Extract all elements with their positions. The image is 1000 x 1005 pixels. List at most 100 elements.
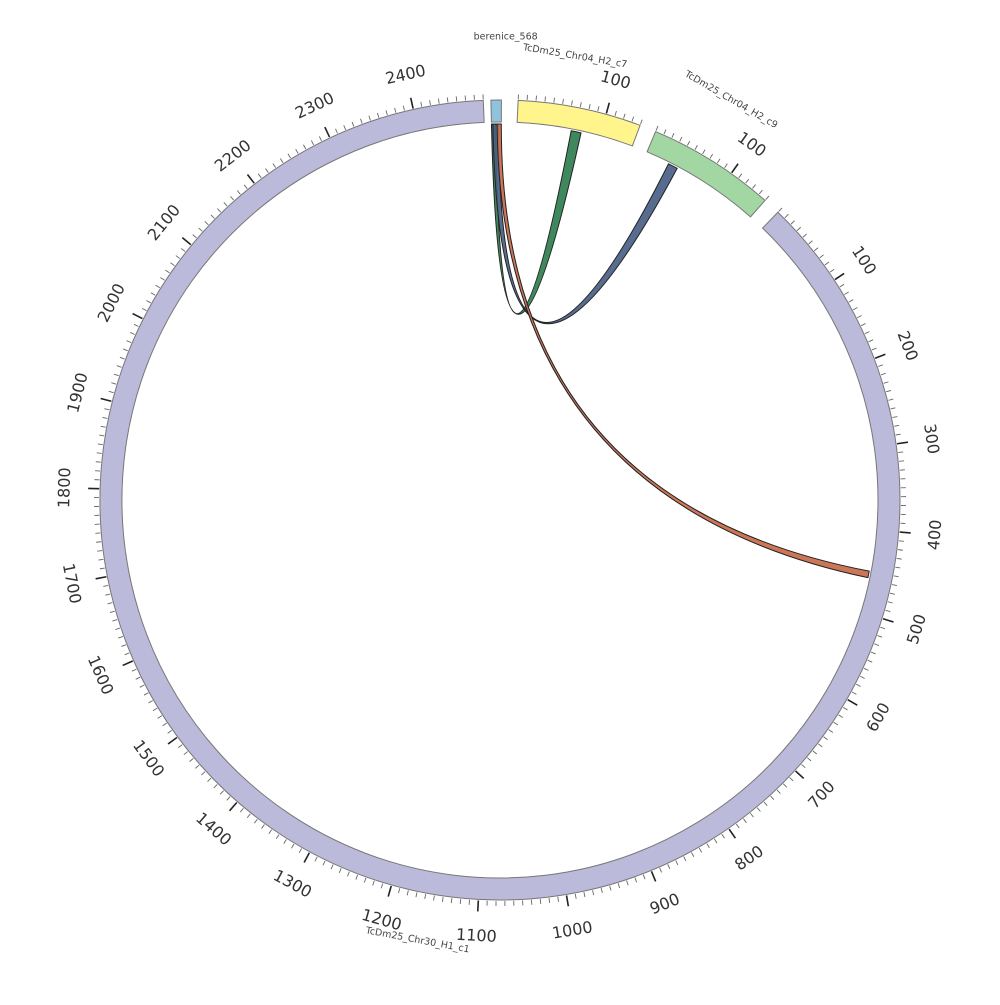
minor-tick	[894, 576, 899, 577]
minor-tick	[336, 129, 338, 134]
minor-tick	[752, 185, 755, 189]
major-tick	[325, 127, 330, 137]
minor-tick	[540, 899, 541, 904]
major-tick	[732, 164, 738, 173]
minor-tick	[575, 894, 576, 899]
minor-tick	[352, 122, 354, 127]
minor-tick	[545, 97, 546, 102]
minor-tick	[146, 300, 150, 302]
minor-tick	[722, 834, 725, 838]
minor-tick	[771, 796, 774, 800]
minor-tick	[888, 399, 893, 400]
minor-tick	[230, 196, 233, 200]
major-tick	[848, 700, 858, 705]
minor-tick	[680, 137, 682, 141]
minor-tick	[176, 256, 180, 259]
minor-tick	[434, 896, 435, 901]
minor-tick	[171, 263, 175, 266]
minor-tick	[895, 567, 900, 568]
segment-label-tcdm25-chr04-h2-c7: TcDm25_Chr04_H2_c7	[521, 42, 628, 71]
link-ribbon-2	[493, 124, 677, 324]
minor-tick	[311, 141, 313, 145]
tick-label-tcdm25-chr30-h1-c1: 2100	[144, 201, 185, 244]
minor-tick	[656, 126, 658, 131]
minor-tick	[790, 777, 794, 780]
major-tick	[304, 853, 309, 863]
minor-tick	[584, 892, 585, 897]
minor-tick	[777, 790, 780, 794]
minor-tick	[323, 861, 325, 866]
minor-tick	[813, 751, 817, 754]
minor-tick	[247, 814, 250, 818]
minor-tick	[451, 898, 452, 903]
minor-tick	[797, 227, 801, 230]
minor-tick	[818, 744, 822, 747]
minor-tick	[258, 174, 261, 178]
major-tick	[168, 738, 177, 745]
minor-tick	[416, 892, 417, 897]
minor-tick	[364, 878, 366, 883]
tick-label-tcdm25-chr30-h1-c1: 600	[862, 699, 894, 735]
tick-label-tcdm25-chr30-h1-c1: 200	[894, 328, 923, 363]
minor-tick	[857, 315, 861, 317]
minor-tick	[456, 96, 457, 101]
minor-tick	[144, 693, 148, 695]
minor-tick	[849, 300, 853, 302]
minor-tick	[743, 819, 746, 823]
minor-tick	[262, 825, 265, 829]
minor-tick	[118, 636, 123, 638]
minor-tick	[344, 125, 346, 130]
minor-tick	[96, 542, 101, 543]
minor-tick	[872, 348, 877, 350]
minor-tick	[110, 611, 115, 612]
minor-tick	[820, 255, 824, 258]
major-tick	[567, 895, 569, 906]
tick-label-tcdm25-chr30-h1-c1: 500	[903, 612, 930, 647]
minor-tick	[266, 169, 269, 173]
minor-tick	[97, 551, 102, 552]
minor-tick	[672, 133, 674, 138]
minor-tick	[615, 111, 616, 116]
links-layer	[491, 124, 869, 578]
minor-tick	[201, 772, 205, 775]
minor-tick	[399, 888, 400, 893]
minor-tick	[168, 730, 172, 733]
tick-label-tcdm25-chr30-h1-c1: 1800	[54, 467, 74, 508]
minor-tick	[99, 435, 104, 436]
tick-label-tcdm25-chr30-h1-c1: 800	[731, 841, 767, 874]
minor-tick	[315, 857, 317, 861]
tick-label-tcdm25-chr30-h1-c1: 2200	[211, 136, 255, 176]
minor-tick	[764, 802, 767, 806]
major-tick	[651, 871, 655, 881]
minor-tick	[668, 864, 670, 869]
minor-tick	[205, 221, 209, 224]
tick-label-tcdm25-chr30-h1-c1: 100	[848, 242, 881, 278]
minor-tick	[750, 813, 753, 817]
tick-label-tcdm25-chr30-h1-c1: 2300	[292, 88, 337, 123]
minor-tick	[852, 692, 856, 694]
minor-tick	[894, 425, 899, 426]
segment-berenice-568	[491, 100, 501, 122]
minor-tick	[151, 293, 155, 296]
minor-tick	[395, 108, 396, 113]
minor-tick	[710, 154, 713, 158]
minor-tick	[254, 819, 257, 823]
major-tick	[900, 532, 911, 533]
minor-tick	[447, 97, 448, 102]
minor-tick	[237, 191, 240, 195]
tick-label-tcdm25-chr30-h1-c1: 1600	[84, 653, 118, 698]
minor-tick	[627, 881, 629, 886]
tick-label-tcdm25-chr30-h1-c1: 1400	[192, 808, 235, 849]
minor-tick	[430, 100, 431, 105]
minor-tick	[880, 627, 885, 629]
minor-tick	[801, 764, 805, 767]
minor-tick	[108, 603, 113, 604]
minor-tick	[134, 324, 139, 326]
minor-tick	[442, 897, 443, 902]
minor-tick	[356, 875, 358, 880]
segment-label-berenice-568: berenice_568	[474, 32, 538, 43]
minor-tick	[381, 883, 382, 888]
minor-tick	[881, 373, 886, 375]
major-tick	[388, 886, 391, 897]
minor-tick	[757, 808, 760, 812]
